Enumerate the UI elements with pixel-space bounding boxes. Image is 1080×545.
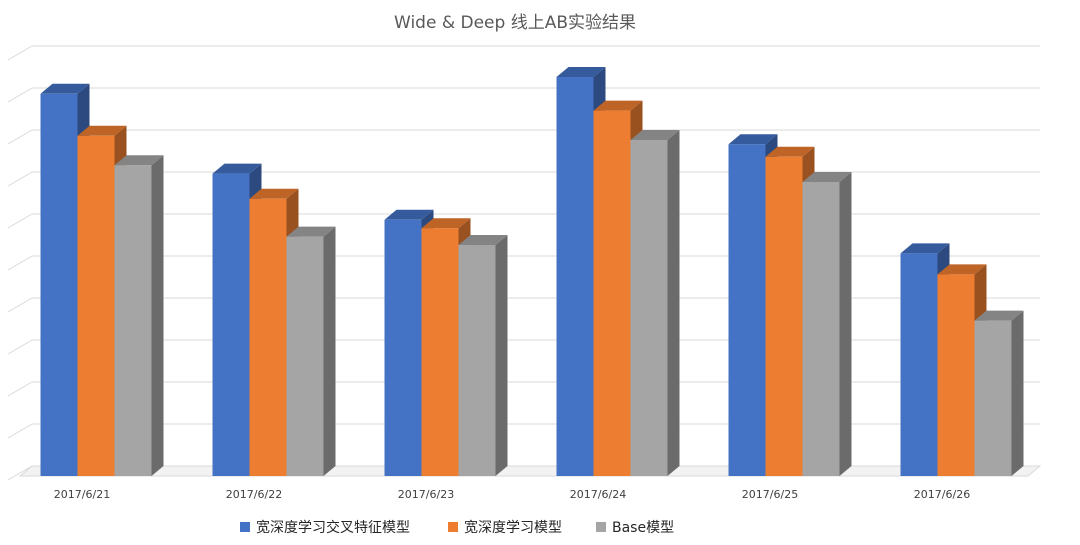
bar-front [937,274,975,476]
x-tick-label: 2017/6/26 [914,488,970,501]
bar-front [212,173,250,476]
legend-label: 宽深度学习交叉特征模型 [256,519,410,536]
gridline-side [7,381,33,397]
gridline-side [7,87,33,103]
legend-item: 宽深度学习交叉特征模型 [240,519,410,536]
bar-front [384,219,422,477]
legend-item: Base模型 [596,520,674,536]
bar-top [212,163,262,174]
chart-title: Wide & Deep 线上AB实验结果 [394,13,636,33]
bar-front [802,182,840,476]
bar-top [384,209,434,220]
bar [802,172,852,476]
bars [40,67,1024,477]
bar-top [900,243,950,254]
bar-top [556,67,606,77]
bar-front [249,198,287,477]
x-tick-label: 2017/6/25 [742,488,798,501]
bar-side [151,155,164,476]
gridline-side [7,171,33,187]
bar-side [667,130,680,476]
bar-top [286,226,336,237]
bar-top [114,155,164,166]
bar [458,235,508,476]
gridline-side [7,255,33,271]
bar-top [458,235,508,245]
bar-top [630,130,680,140]
bar-front [77,135,115,477]
bar-top [40,83,90,94]
legend-item: 宽深度学习模型 [448,519,562,536]
bar-front [593,110,631,476]
x-tick-label: 2017/6/23 [398,488,454,501]
bar-top [728,134,778,145]
x-tick-label: 2017/6/21 [54,488,110,501]
bar-top [249,188,299,199]
bar [114,155,164,476]
bar-front [974,320,1012,476]
bar-side [495,235,508,476]
bar-top [802,172,852,182]
bar-top [593,100,643,111]
legend-swatch [596,522,606,532]
bar-front [765,156,803,477]
legend-swatch [448,522,458,532]
gridline-side [7,213,33,229]
legend-swatch [240,522,250,532]
legend: 宽深度学习交叉特征模型 宽深度学习模型 Base模型 [240,519,674,536]
bar-front [458,245,496,476]
gridline-side [7,297,33,313]
x-axis-ticks: 2017/6/21 2017/6/22 2017/6/23 2017/6/24 2017… [54,488,970,501]
chart-floor [18,465,1042,477]
legend-label: Base模型 [612,520,674,536]
bar-top [421,218,471,229]
bar-side [323,226,336,476]
bar-side [1011,310,1024,476]
x-tick-label: 2017/6/24 [570,488,626,501]
bar-top [937,264,987,275]
bar-top [974,310,1024,321]
bar [630,130,680,476]
bar-top [765,146,815,157]
bar-front [286,236,324,476]
bar-front [421,228,459,476]
gridline-side [7,339,33,355]
legend-label: 宽深度学习模型 [464,519,562,536]
bar-front [556,77,594,476]
gridline-side [7,129,33,145]
bar-side [839,172,852,476]
gridline-side [7,423,33,439]
bar-top [77,125,127,136]
x-tick-label: 2017/6/22 [226,488,282,501]
bar-front [728,144,766,476]
gridline-side [7,45,33,61]
gridline-side [7,465,33,481]
bar [974,310,1024,476]
bar [286,226,336,476]
bar-front [114,165,152,476]
bar-front [630,140,668,476]
bar-front [40,93,78,477]
bar-front [900,253,938,476]
